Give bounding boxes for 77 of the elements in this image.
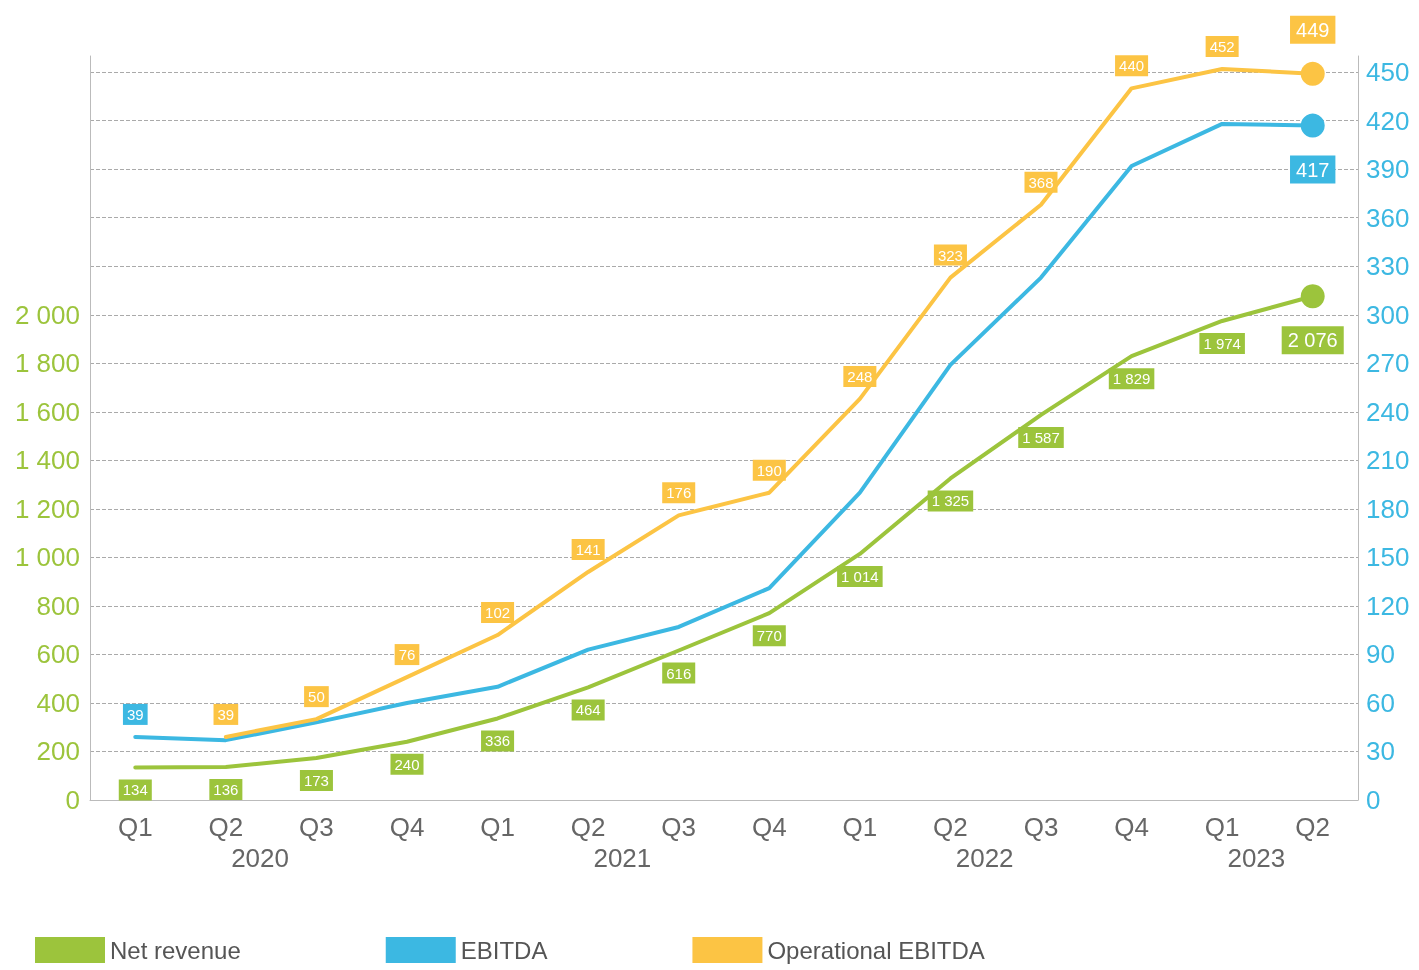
x-tick-label: Q2 <box>1295 812 1331 842</box>
data-label: 2 076 <box>1287 329 1338 352</box>
y2-tick-label: 360 <box>1366 202 1410 233</box>
data-label: 39 <box>126 705 144 723</box>
y2-tick-label: 420 <box>1366 105 1410 136</box>
y-tick-label: 1 000 <box>14 542 80 573</box>
data-label: 173 <box>303 772 329 790</box>
data-label: 336 <box>485 732 511 750</box>
y2-tick-label: 180 <box>1366 493 1410 524</box>
data-label: 136 <box>213 781 239 798</box>
y2-tick-label: 210 <box>1366 445 1410 476</box>
x-tick-label: Q2 <box>570 812 606 842</box>
data-label: 323 <box>937 246 963 264</box>
y-tick-label: 0 <box>65 785 80 815</box>
x-tick-label: Q3 <box>661 812 697 842</box>
data-label: 440 <box>1119 57 1145 75</box>
y-tick-label: 1 200 <box>14 493 80 524</box>
data-label: 616 <box>666 664 692 682</box>
data-label: 452 <box>1209 37 1235 55</box>
y-tick-label: 800 <box>36 590 80 621</box>
y-tick-label: 2 000 <box>14 299 80 330</box>
data-label: 1 829 <box>1112 370 1151 388</box>
legend-label: Net revenue <box>110 936 241 964</box>
data-label: 368 <box>1028 173 1054 191</box>
data-label: 1 587 <box>1022 428 1060 446</box>
x-tick-label: Q3 <box>299 812 334 842</box>
x-tick-label: Q1 <box>842 812 878 842</box>
data-label: 176 <box>666 484 692 502</box>
y-tick-label: 600 <box>36 639 80 670</box>
data-label: 248 <box>847 367 873 385</box>
data-label: 449 <box>1296 18 1330 41</box>
text: 2020 <box>231 843 289 873</box>
data-label: 102 <box>485 604 511 622</box>
y2-tick-label: 270 <box>1366 348 1410 379</box>
y2-tick-label: 240 <box>1366 396 1410 427</box>
text: 2022 <box>955 843 1014 873</box>
y-tick-label: 1 400 <box>14 445 80 476</box>
y2-tick-label: 120 <box>1366 590 1410 621</box>
y2-tick-label: 60 <box>1366 687 1395 718</box>
x-tick-label: Q2 <box>208 812 244 842</box>
data-label: 1 014 <box>841 567 879 585</box>
data-label: 417 <box>1296 158 1330 181</box>
data-label: 770 <box>756 627 782 645</box>
y2-tick-label: 30 <box>1366 736 1395 767</box>
x-tick-label: Q1 <box>1204 812 1240 842</box>
x-tick-label: Q4 <box>1114 812 1149 842</box>
text: 2023 <box>1227 843 1286 873</box>
y2-tick-label: 90 <box>1366 639 1395 670</box>
y-tick-label: 400 <box>36 687 80 718</box>
x-tick-label: Q1 <box>480 812 515 842</box>
y2-tick-label: 390 <box>1366 154 1410 185</box>
legend-label: EBITDA <box>460 936 548 964</box>
x-tick-label: Q1 <box>117 812 153 842</box>
data-label: 141 <box>575 540 601 558</box>
data-label: 50 <box>308 688 325 706</box>
x-tick-label: Q4 <box>389 812 425 842</box>
data-label: 464 <box>575 701 601 719</box>
x-tick-label: Q2 <box>933 812 968 842</box>
y2-tick-label: 300 <box>1366 299 1410 330</box>
x-tick-label: Q3 <box>1023 812 1059 842</box>
y2-tick-label: 330 <box>1366 251 1410 282</box>
y-tick-label: 1 600 <box>14 396 80 427</box>
data-label: 39 <box>217 705 235 723</box>
legend-label: Operational EBITDA <box>767 936 985 964</box>
data-label: 190 <box>756 461 782 479</box>
y-tick-label: 1 800 <box>14 348 80 379</box>
x-tick-label: Q4 <box>751 812 787 842</box>
y-tick-label: 200 <box>36 736 80 767</box>
data-label: 134 <box>122 781 148 799</box>
data-label: 1 325 <box>931 492 970 510</box>
data-label: 1 974 <box>1203 334 1241 352</box>
y2-tick-label: 0 <box>1366 785 1381 815</box>
data-label: 76 <box>398 646 416 664</box>
y2-tick-label: 150 <box>1366 542 1410 573</box>
data-label: 240 <box>394 755 420 773</box>
y2-tick-label: 450 <box>1366 57 1410 88</box>
text: 2021 <box>593 843 652 873</box>
